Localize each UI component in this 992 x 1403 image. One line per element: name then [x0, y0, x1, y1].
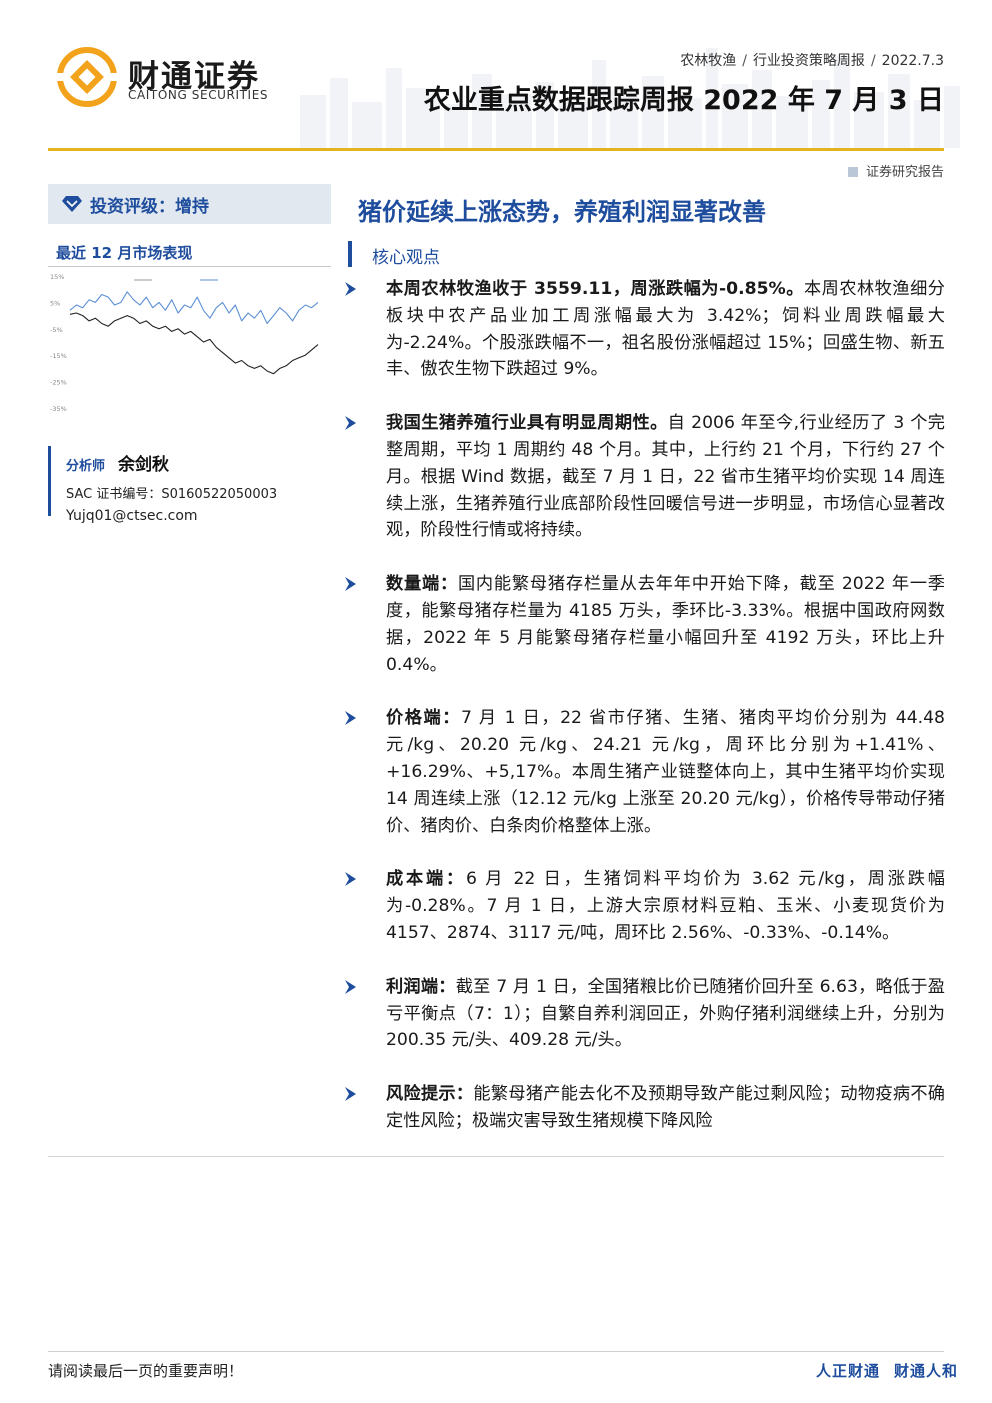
- bullet-text: 能繁母猪产能去化不及预期导致产能过剩风险；动物疫病不确定性风险；极端灾害导致生猪…: [386, 1084, 945, 1131]
- header-divider: [48, 148, 944, 151]
- analyst-email: Yujq01@ctsec.com: [66, 508, 198, 524]
- breadcrumb-industry: 农林牧渔: [680, 53, 737, 69]
- list-item: 本周农林牧渔收于 3559.11，周涨跌幅为-0.85%。本周农林牧渔细分板块中…: [345, 276, 945, 383]
- arrow-bullet-icon: [345, 416, 356, 431]
- analyst-role: 分析师: [66, 459, 106, 474]
- list-item: 数量端：国内能繁母猪存栏量从去年年中开始下降，截至 2022 年一季度，能繁母猪…: [345, 571, 945, 678]
- bullet-text: 本周农林牧渔细分板块中农产品业加工周涨幅最大为 3.42%；饲料业周跌幅最大为-…: [386, 279, 945, 380]
- bullet-lead: 价格端：: [386, 708, 461, 729]
- market-performance-chart: 15% 5% -5% -15% -25% -35%: [50, 273, 319, 413]
- y-tick-label: -25%: [50, 379, 67, 387]
- content-divider: [48, 1156, 944, 1157]
- core-views-list: 本周农林牧渔收于 3559.11，周涨跌幅为-0.85%。本周农林牧渔细分板块中…: [345, 276, 945, 1135]
- arrow-bullet-icon: [345, 979, 356, 994]
- footer-divider: [48, 1351, 944, 1352]
- list-item: 成本端：6 月 22 日，生猪饲料平均价为 3.62 元/kg，周涨跌幅为-0.…: [345, 866, 945, 946]
- brand-name-cn: 财通证券: [128, 59, 260, 95]
- analyst-sac-number: SAC 证书编号：S0160522050003: [66, 487, 278, 502]
- bullet-text: 国内能繁母猪存栏量从去年年中开始下降，截至 2022 年一季度，能繁母猪存栏量为…: [386, 574, 945, 675]
- arrow-bullet-icon: [345, 282, 356, 296]
- breadcrumb-separator: /: [870, 53, 876, 69]
- series-line-2: [69, 291, 319, 325]
- footer-slogan: 人正财通 财通人和: [816, 1360, 958, 1381]
- section-title: 核心观点: [372, 248, 440, 268]
- slogan-part-1: 人正财通: [815, 1362, 880, 1380]
- arrow-bullet-icon: [345, 711, 356, 726]
- bullet-lead: 利润端：: [386, 976, 456, 997]
- bullet-text: 截至 7 月 1 日，全国猪粮比价已随猪价回升至 6.63，略低于盈亏平衡点（7…: [386, 976, 945, 1051]
- city-skyline-decoration: [300, 48, 960, 148]
- breadcrumb: 农林牧渔 / 行业投资策略周报 / 2022.7.3: [680, 50, 944, 70]
- breadcrumb-report-type: 行业投资策略周报: [752, 53, 865, 69]
- square-bullet-icon: [847, 167, 858, 177]
- bullet-lead: 成本端：: [386, 869, 466, 890]
- bullet-lead: 数量端：: [386, 574, 458, 595]
- arrow-bullet-icon: [345, 1087, 356, 1102]
- section-accent-bar: [348, 241, 352, 267]
- arrow-bullet-icon: [345, 872, 356, 887]
- list-item: 我国生猪养殖行业具有明显周期性。自 2006 年至今,行业经历了 3 个完整周期…: [345, 410, 945, 544]
- y-tick-label: 15%: [50, 273, 64, 281]
- market-performance-title: 最近 12 月市场表现: [56, 244, 193, 262]
- breadcrumb-separator: /: [742, 53, 747, 69]
- bullet-lead: 风险提示：: [386, 1084, 474, 1105]
- bullet-lead: 本周农林牧渔收于 3559.11，周涨跌幅为-0.85%。: [386, 279, 804, 299]
- bullet-text: 7 月 1 日，22 省市仔猪、生猪、猪肉平均价分别为 44.48 元/kg、2…: [386, 708, 945, 836]
- breadcrumb-date: 2022.7.3: [881, 53, 944, 69]
- bullet-text: 自 2006 年至今,行业经历了 3 个完整周期，平均 1 周期约 48 个月。…: [386, 413, 945, 541]
- bullet-text: 6 月 22 日，生猪饲料平均价为 3.62 元/kg，周涨跌幅为-0.28%。…: [386, 869, 945, 943]
- y-tick-label: -5%: [50, 326, 63, 334]
- report-title: 农业重点数据跟踪周报 2022 年 7 月 3 日: [423, 85, 944, 116]
- y-tick-label: -15%: [50, 352, 67, 360]
- analyst-accent-bar: [48, 446, 51, 516]
- document-type-label: 证券研究报告: [847, 161, 944, 180]
- series-line-1: [69, 312, 319, 375]
- arrow-bullet-icon: [345, 577, 356, 592]
- list-item: 风险提示：能繁母猪产能去化不及预期导致产能过剩风险；动物疫病不确定性风险；极端灾…: [345, 1081, 945, 1135]
- list-item: 价格端：7 月 1 日，22 省市仔猪、生猪、猪肉平均价分别为 44.48 元/…: [345, 705, 945, 839]
- diamond-icon: [62, 196, 82, 212]
- list-item: 利润端：截至 7 月 1 日，全国猪粮比价已随猪价回升至 6.63，略低于盈亏平…: [345, 974, 945, 1054]
- y-tick-label: -35%: [50, 405, 67, 413]
- slogan-part-2: 财通人和: [893, 1362, 958, 1380]
- market-performance-divider: [48, 266, 331, 267]
- investment-rating-box: 投资评级：增持: [48, 184, 331, 224]
- investment-rating: 投资评级：增持: [90, 196, 209, 217]
- analyst-name: 余剑秋: [118, 455, 169, 475]
- caitong-logo-icon: [55, 47, 119, 107]
- y-tick-label: 5%: [50, 299, 60, 307]
- report-headline: 猪价延续上涨态势，养殖利润显著改善: [358, 198, 766, 226]
- disclaimer-notice: 请阅读最后一页的重要声明！: [48, 1362, 244, 1380]
- brand-name-en: CAITONG SECURITIES: [128, 88, 269, 102]
- bullet-lead: 我国生猪养殖行业具有明显周期性。: [386, 413, 668, 434]
- document-type-text: 证券研究报告: [865, 165, 944, 180]
